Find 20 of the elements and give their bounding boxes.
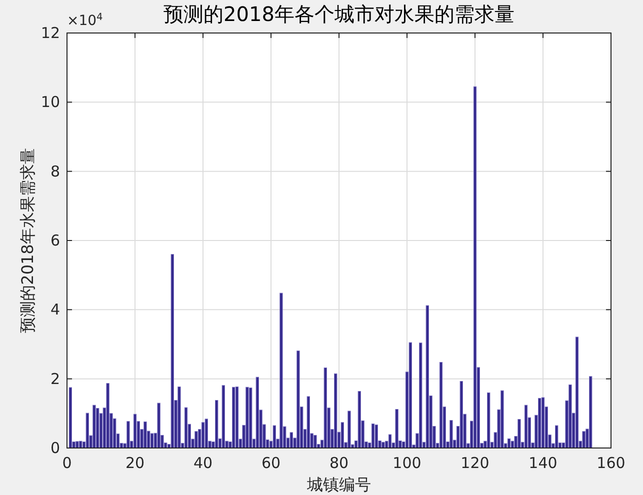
y-tick-label: 0 [50, 439, 60, 457]
x-tick-label: 60 [261, 454, 281, 472]
y-axis-title: 预测的2018年水果需求量 [18, 148, 37, 333]
x-tick-label: 140 [528, 454, 558, 472]
y-tick-label: 12 [40, 24, 60, 42]
y-tick-label: 6 [50, 232, 60, 250]
y-tick-label: 8 [50, 162, 60, 180]
y-tick-label: 2 [50, 370, 60, 388]
x-tick-label: 100 [392, 454, 422, 472]
chart-title: 预测的2018年各个城市对水果的需求量 [164, 2, 514, 26]
text: ×10$^{4}$ [67, 12, 103, 29]
x-tick-label: 40 [193, 454, 213, 472]
y-tick-label: 4 [50, 300, 60, 319]
y-tick-label: 10 [40, 93, 60, 112]
x-tick-label: 160 [596, 454, 626, 472]
x-tick-label: 20 [125, 454, 145, 472]
x-tick-label: 120 [460, 454, 490, 472]
x-axis-title: 城镇编号 [306, 475, 371, 494]
x-tick-label: 80 [329, 454, 349, 472]
x-tick-label: 0 [62, 454, 72, 472]
